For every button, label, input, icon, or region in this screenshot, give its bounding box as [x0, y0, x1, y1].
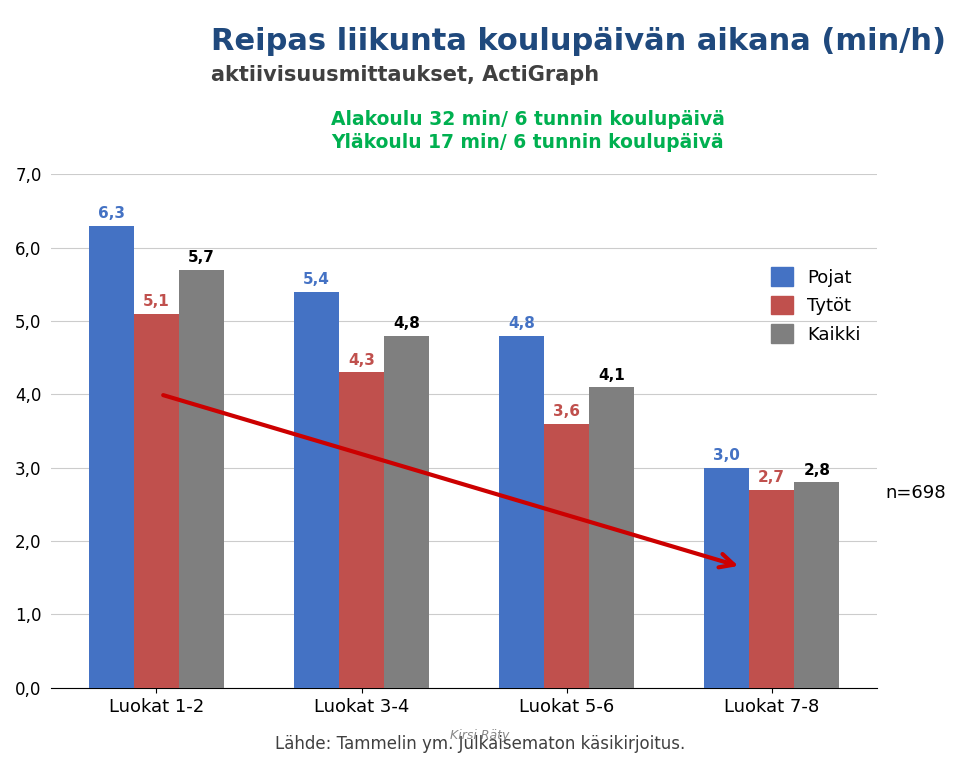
Bar	[179, 269, 224, 688]
Text: Kirsi Räty: Kirsi Räty	[450, 729, 510, 742]
Bar	[339, 372, 384, 688]
Bar	[88, 225, 133, 688]
Text: n=698: n=698	[885, 484, 946, 501]
Text: 3,0: 3,0	[713, 448, 740, 463]
Text: Lähde: Tammelin ym. Julkaisematon käsikirjoitus.: Lähde: Tammelin ym. Julkaisematon käsiki…	[275, 735, 685, 753]
Text: 3,6: 3,6	[553, 404, 580, 419]
Bar	[589, 387, 635, 688]
Text: 2,8: 2,8	[804, 463, 830, 478]
Text: 6,3: 6,3	[98, 206, 125, 221]
Bar	[749, 490, 794, 688]
Text: 5,1: 5,1	[143, 295, 170, 309]
Text: 4,8: 4,8	[394, 317, 420, 331]
Text: 5,7: 5,7	[188, 250, 215, 265]
Legend: Pojat, Tytöt, Kaikki: Pojat, Tytöt, Kaikki	[764, 260, 868, 351]
Text: Alakoulu 32 min/ 6 tunnin koulupäivä: Alakoulu 32 min/ 6 tunnin koulupäivä	[331, 110, 725, 129]
Text: Yläkoulu 17 min/ 6 tunnin koulupäivä: Yläkoulu 17 min/ 6 tunnin koulupäivä	[332, 133, 724, 152]
Text: 4,1: 4,1	[598, 368, 625, 383]
Text: Reipas liikunta koulupäivän aikana (min/h): Reipas liikunta koulupäivän aikana (min/…	[211, 27, 947, 56]
Bar	[294, 291, 339, 688]
Bar	[544, 424, 589, 688]
Bar	[499, 336, 544, 688]
Text: 4,8: 4,8	[508, 317, 535, 331]
Bar	[133, 314, 179, 688]
Text: 5,4: 5,4	[303, 272, 330, 287]
Text: aktiivisuusmittaukset, ActiGraph: aktiivisuusmittaukset, ActiGraph	[211, 65, 599, 84]
Text: 2,7: 2,7	[758, 470, 785, 486]
Bar	[794, 482, 839, 688]
Bar	[704, 468, 749, 688]
Bar	[384, 336, 429, 688]
Text: 4,3: 4,3	[348, 353, 375, 368]
